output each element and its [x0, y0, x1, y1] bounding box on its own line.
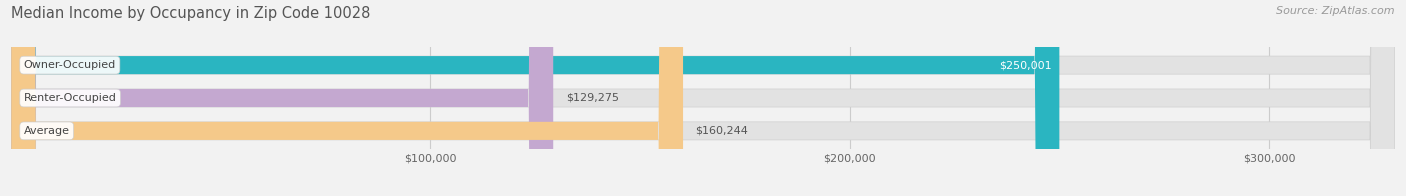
Text: Owner-Occupied: Owner-Occupied [24, 60, 115, 70]
FancyBboxPatch shape [11, 0, 1395, 196]
Text: $160,244: $160,244 [696, 126, 748, 136]
FancyBboxPatch shape [11, 0, 553, 196]
FancyBboxPatch shape [11, 0, 683, 196]
Text: $129,275: $129,275 [565, 93, 619, 103]
FancyBboxPatch shape [11, 0, 1059, 196]
Text: Average: Average [24, 126, 70, 136]
Text: $250,001: $250,001 [1000, 60, 1052, 70]
FancyBboxPatch shape [11, 0, 1395, 196]
Text: Renter-Occupied: Renter-Occupied [24, 93, 117, 103]
FancyBboxPatch shape [11, 0, 1395, 196]
Text: Source: ZipAtlas.com: Source: ZipAtlas.com [1277, 6, 1395, 16]
Text: Median Income by Occupancy in Zip Code 10028: Median Income by Occupancy in Zip Code 1… [11, 6, 371, 21]
